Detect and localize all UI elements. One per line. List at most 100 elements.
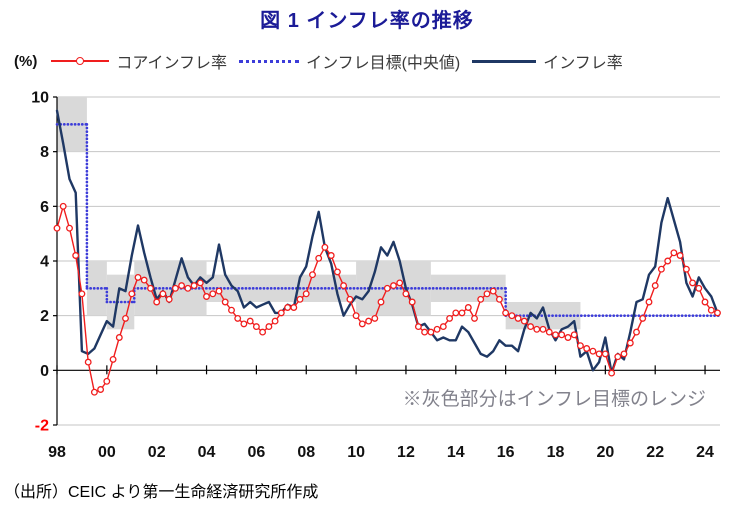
red-line-circle-marker-icon bbox=[51, 57, 110, 65]
core-inflation-marker bbox=[284, 304, 292, 311]
core-inflation-marker bbox=[471, 314, 478, 322]
core-inflation-marker bbox=[533, 325, 541, 333]
core-inflation-marker bbox=[377, 298, 385, 306]
core-inflation-marker bbox=[608, 369, 616, 377]
core-inflation-marker bbox=[315, 254, 323, 262]
x-axis-label: 10 bbox=[347, 444, 365, 461]
core-inflation-marker bbox=[358, 320, 366, 328]
core-inflation-marker bbox=[657, 265, 665, 273]
core-inflation-marker bbox=[228, 306, 235, 314]
y-axis-label: 6 bbox=[40, 199, 49, 216]
core-inflation-marker bbox=[570, 331, 578, 339]
core-inflation-marker bbox=[439, 323, 447, 331]
core-inflation-marker bbox=[327, 252, 335, 259]
page-title: 図 1 インフレ率の推移 bbox=[260, 10, 474, 32]
core-inflation-marker bbox=[639, 314, 647, 322]
core-inflation-marker bbox=[134, 273, 142, 281]
core-inflation-marker bbox=[296, 295, 304, 303]
legend-item-inflation-rate: インフレ率 bbox=[472, 49, 623, 73]
core-inflation-marker bbox=[277, 309, 285, 317]
core-inflation-marker bbox=[446, 314, 454, 322]
core-inflation-marker bbox=[97, 386, 105, 393]
x-axis-label: 20 bbox=[596, 444, 614, 461]
core-inflation-marker bbox=[514, 314, 522, 322]
legend-label-core-inflation: コアインフレ率 bbox=[116, 55, 228, 72]
legend: (%) コアインフレ率 インフレ目標(中央値) インフレ率 bbox=[14, 49, 635, 73]
core-inflation-marker bbox=[545, 328, 553, 336]
core-inflation-marker bbox=[458, 309, 466, 317]
core-inflation-marker bbox=[122, 314, 129, 322]
core-inflation-marker bbox=[196, 279, 204, 287]
core-inflation-marker bbox=[321, 243, 329, 251]
core-inflation-marker bbox=[159, 290, 167, 298]
core-inflation-marker bbox=[483, 290, 491, 298]
core-inflation-marker bbox=[502, 309, 510, 317]
x-axis-label: 12 bbox=[397, 444, 415, 461]
headline-inflation-line bbox=[55, 109, 719, 375]
core-inflation-marker bbox=[421, 328, 429, 336]
core-inflation-marker bbox=[333, 268, 341, 276]
core-inflation-marker bbox=[714, 309, 721, 317]
core-inflation-marker bbox=[390, 282, 397, 290]
core-inflation-marker bbox=[564, 334, 572, 341]
legend-label-inflation-target: インフレ目標(中央値) bbox=[306, 55, 461, 72]
core-inflation-marker bbox=[78, 290, 86, 298]
core-inflation-marker bbox=[265, 323, 273, 331]
core-inflation-marker bbox=[290, 304, 298, 311]
core-inflation-marker bbox=[190, 282, 198, 290]
core-inflation-marker bbox=[109, 355, 117, 363]
y-axis-label: 8 bbox=[40, 144, 49, 161]
core-inflation-marker bbox=[246, 317, 254, 325]
core-inflation-marker bbox=[140, 276, 148, 284]
x-axis-label: 02 bbox=[148, 444, 166, 461]
x-axis-label: 24 bbox=[696, 444, 714, 461]
core-inflation-marker bbox=[682, 265, 690, 273]
core-inflation-marker bbox=[595, 350, 603, 358]
x-axis-label: 98 bbox=[48, 444, 66, 461]
core-inflation-marker bbox=[689, 279, 697, 287]
core-inflation-marker bbox=[53, 224, 61, 232]
legend-item-core-inflation: コアインフレ率 bbox=[51, 49, 227, 73]
core-inflation-marker bbox=[396, 279, 404, 287]
core-inflation-marker bbox=[414, 323, 422, 331]
core-inflation-marker bbox=[583, 345, 591, 352]
core-inflation-marker bbox=[427, 328, 435, 336]
core-inflation-marker bbox=[520, 317, 528, 325]
core-inflation-marker bbox=[527, 323, 535, 331]
core-inflation-marker bbox=[651, 282, 659, 290]
core-inflation-marker bbox=[171, 284, 179, 292]
core-inflation-marker bbox=[614, 353, 622, 361]
legend-item-inflation-target: インフレ目標(中央値) bbox=[239, 49, 460, 73]
core-inflation-marker bbox=[240, 320, 248, 328]
x-axis-label: 04 bbox=[198, 444, 216, 461]
y-axis-label: 0 bbox=[40, 363, 49, 380]
gray-band-annotation: ※灰色部分はインフレ目標のレンジ bbox=[402, 389, 706, 410]
core-inflation-marker bbox=[346, 295, 354, 303]
core-inflation-marker bbox=[676, 252, 684, 259]
x-axis-label: 16 bbox=[497, 444, 515, 461]
core-inflation-marker bbox=[508, 312, 516, 320]
core-inflation-marker bbox=[464, 304, 472, 311]
core-inflation-marker bbox=[147, 284, 154, 292]
core-inflation-marker bbox=[153, 298, 161, 306]
core-inflation-marker bbox=[165, 295, 173, 303]
core-inflation-marker bbox=[59, 202, 67, 210]
x-axis-label: 18 bbox=[547, 444, 565, 461]
core-inflation-marker bbox=[234, 314, 242, 322]
core-inflation-marker bbox=[601, 350, 609, 358]
core-inflation-marker bbox=[271, 317, 279, 325]
core-inflation-marker bbox=[72, 252, 80, 259]
core-inflation-marker bbox=[645, 298, 653, 306]
core-inflation-marker bbox=[452, 309, 460, 317]
core-inflation-marker bbox=[84, 358, 92, 366]
core-inflation-marker bbox=[539, 325, 547, 333]
blue-dotted-line-icon bbox=[239, 59, 300, 63]
core-inflation-marker bbox=[302, 290, 310, 298]
core-inflation-marker bbox=[178, 282, 186, 290]
core-inflation-marker bbox=[365, 317, 373, 325]
core-inflation-marker bbox=[90, 388, 98, 396]
source-attribution: （出所）CEIC より第一生命経済研究所作成 bbox=[4, 484, 319, 501]
core-inflation-marker bbox=[477, 295, 485, 303]
